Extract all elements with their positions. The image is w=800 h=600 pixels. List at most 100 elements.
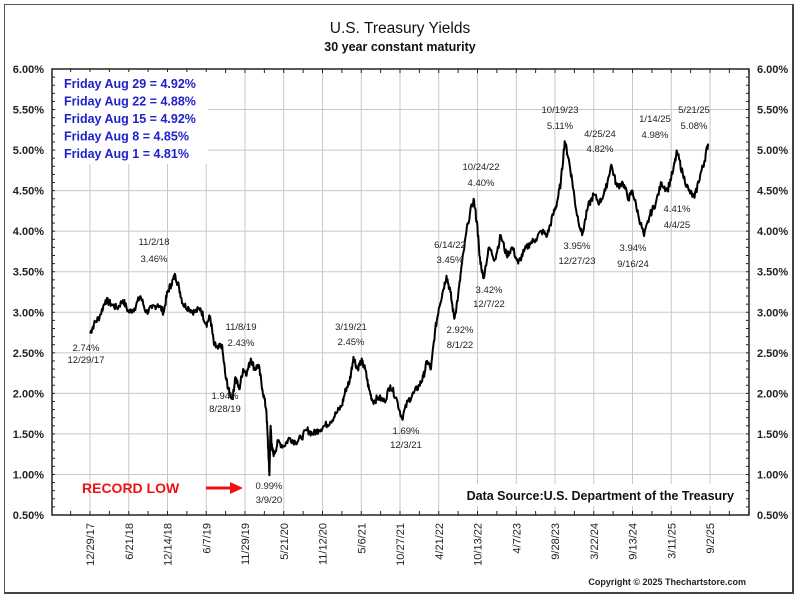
weekly-readings: Friday Aug 29 = 4.92% Friday Aug 22 = 4.8… [56,72,208,164]
annotation-date: 11/2/18 [139,237,170,248]
y-tick-label-left: 0.50% [13,510,44,522]
data-source-label: Data Source:U.S. Department of the Treas… [467,489,734,503]
annotation-date: 8/1/22 [447,340,473,351]
annotation-value: 3.46% [141,254,168,265]
extra-labels: RECORD LOW Data Source:U.S. Department of… [82,480,746,587]
annotation-date: 10/24/22 [463,162,500,173]
y-tick-label-left: 4.00% [13,226,44,238]
y-tick-label-left: 5.50% [13,105,44,117]
annotation-value: 0.99% [256,481,283,492]
x-tick-label: 10/27/21 [395,523,407,566]
y-axis-right: 0.50% 1.00% 1.50% 2.00% 2.50% 3.00% 3.50% 4.00%… [757,64,788,522]
x-tick-label: 4/21/22 [434,523,446,560]
chart-title: U.S. Treasury Yields [329,20,471,37]
annotation-value: 3.42% [476,285,503,296]
annotation-value: 3.95% [564,241,591,252]
annotation-date: 11/8/19 [226,322,257,333]
x-tick-label: 12/29/17 [85,523,97,566]
annotation-value: 2.45% [338,337,365,348]
annotation-value: 5.11% [547,121,574,132]
weekly-readings-bg [56,72,208,164]
annotation-date: 12/7/22 [473,299,505,310]
y-tick-label-left: 2.50% [13,348,44,360]
annotation-value: 3.45% [437,255,464,266]
y-tick-label-right: 1.00% [757,469,788,481]
x-tick-label: 9/13/24 [628,523,640,560]
x-tick-label: 12/14/18 [163,523,175,566]
annotation-value: 5.08% [681,121,708,132]
annotation-value: 2.74% [73,343,100,354]
y-tick-label-right: 3.50% [757,267,788,279]
y-tick-label-right: 0.50% [757,510,788,522]
y-tick-label-left: 2.00% [13,388,44,400]
y-tick-label-right: 5.50% [757,105,788,117]
annotation-date: 5/21/25 [678,105,710,116]
x-tick-label: 11/12/20 [318,523,330,565]
x-tick-label: 10/13/22 [473,523,485,566]
data-source-bg [444,484,740,506]
weekly-reading: Friday Aug 29 = 4.92% [64,77,196,91]
annotation-value: 4.98% [642,130,669,141]
y-tick-label-right: 6.00% [757,64,788,76]
record-low-label: RECORD LOW [82,480,180,496]
x-tick-label: 9/28/23 [550,523,562,560]
annotation-date: 6/14/22 [434,240,466,251]
annotation-value: 2.92% [447,325,474,336]
y-tick-label-right: 2.50% [757,348,788,360]
annotation-date: 8/28/19 [209,404,241,415]
x-tick-label: 9/2/25 [705,523,717,554]
annotation-date: 1/14/25 [639,114,671,125]
y-tick-label-right: 3.00% [757,307,788,319]
y-tick-label-right: 5.00% [757,145,788,157]
annotation-value: 4.41% [664,204,691,215]
x-tick-label: 3/22/24 [589,523,601,560]
x-tick-label: 6/21/18 [124,523,136,560]
annotation-date: 10/19/23 [542,105,579,116]
y-tick-label-left: 6.00% [13,64,44,76]
x-tick-label: 6/7/19 [201,523,213,554]
weekly-reading: Friday Aug 8 = 4.85% [64,130,189,144]
y-tick-label-right: 2.00% [757,388,788,400]
annotations: 12/29/172.74% 11/2/18 3.46% 8/28/19 1.94% 11/… [68,105,710,506]
y-tick-label-right: 1.50% [757,429,788,441]
y-tick-label-left: 3.50% [13,267,44,279]
record-low-arrow-icon [230,482,243,494]
x-tick-label: 4/7/23 [511,523,523,554]
annotation-date: 4/25/24 [584,129,616,140]
annotation-value: 3.94% [620,243,647,254]
weekly-reading: Friday Aug 15 = 4.92% [64,112,196,126]
weekly-reading: Friday Aug 22 = 4.88% [64,95,196,109]
x-tick-label: 3/11/25 [666,523,678,559]
x-tick-label: 5/21/20 [279,523,291,560]
annotation-date: 12/27/23 [559,256,596,267]
annotation-date: 3/9/20 [256,495,282,506]
y-tick-label-left: 1.50% [13,429,44,441]
x-tick-label: 5/6/21 [356,523,368,554]
weekly-reading: Friday Aug 1 = 4.81% [64,147,189,161]
annotation-date: 12/3/21 [390,440,422,451]
annotation-value: 4.40% [468,178,495,189]
annotation-date: 4/4/25 [664,220,690,231]
annotation-value: 1.94% [212,391,239,402]
annotation-date: 3/19/21 [335,322,367,333]
annotation-value: 2.43% [228,338,255,349]
y-tick-label-right: 4.00% [757,226,788,238]
y-tick-label-left: 4.50% [13,186,44,198]
copyright-label: Copyright © 2025 Thechartstore.com [588,577,746,587]
annotation-value: 4.82% [587,144,614,155]
y-axis-left: 0.50% 1.00% 1.50% 2.00% 2.50% 3.00% 3.50% 4.00%… [13,64,44,522]
series [89,140,710,477]
axes [51,68,750,516]
y-tick-label-left: 1.00% [13,469,44,481]
annotation-date: 12/29/17 [68,355,105,366]
chart-subtitle: 30 year constant maturity [324,40,476,54]
annotation-date: 9/16/24 [617,259,649,270]
x-axis-labels: 12/29/17 6/21/18 12/14/18 6/7/19 11/29/19 5/2… [85,523,717,566]
y-tick-label-right: 4.50% [757,186,788,198]
y-tick-label-left: 3.00% [13,307,44,319]
yield-line [89,140,710,477]
annotation-value: 1.69% [393,426,420,437]
y-tick-label-left: 5.00% [13,145,44,157]
x-tick-label: 11/29/19 [240,523,252,565]
